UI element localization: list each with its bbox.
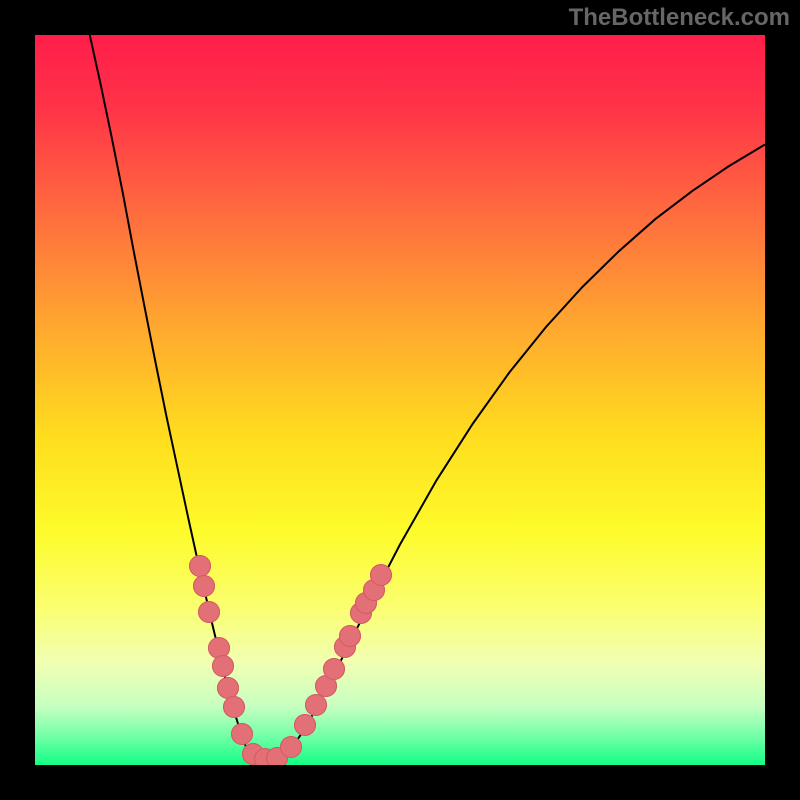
data-point — [231, 723, 253, 745]
plot-area — [35, 35, 765, 765]
data-point — [189, 555, 211, 577]
data-point — [323, 658, 345, 680]
data-point — [198, 601, 220, 623]
watermark-text: TheBottleneck.com — [569, 4, 790, 32]
data-point — [280, 736, 302, 758]
background-gradient — [35, 35, 765, 765]
data-point — [212, 655, 234, 677]
data-point — [370, 564, 392, 586]
data-point — [223, 696, 245, 718]
data-point — [339, 625, 361, 647]
data-point — [193, 575, 215, 597]
data-point — [294, 714, 316, 736]
data-point — [305, 694, 327, 716]
